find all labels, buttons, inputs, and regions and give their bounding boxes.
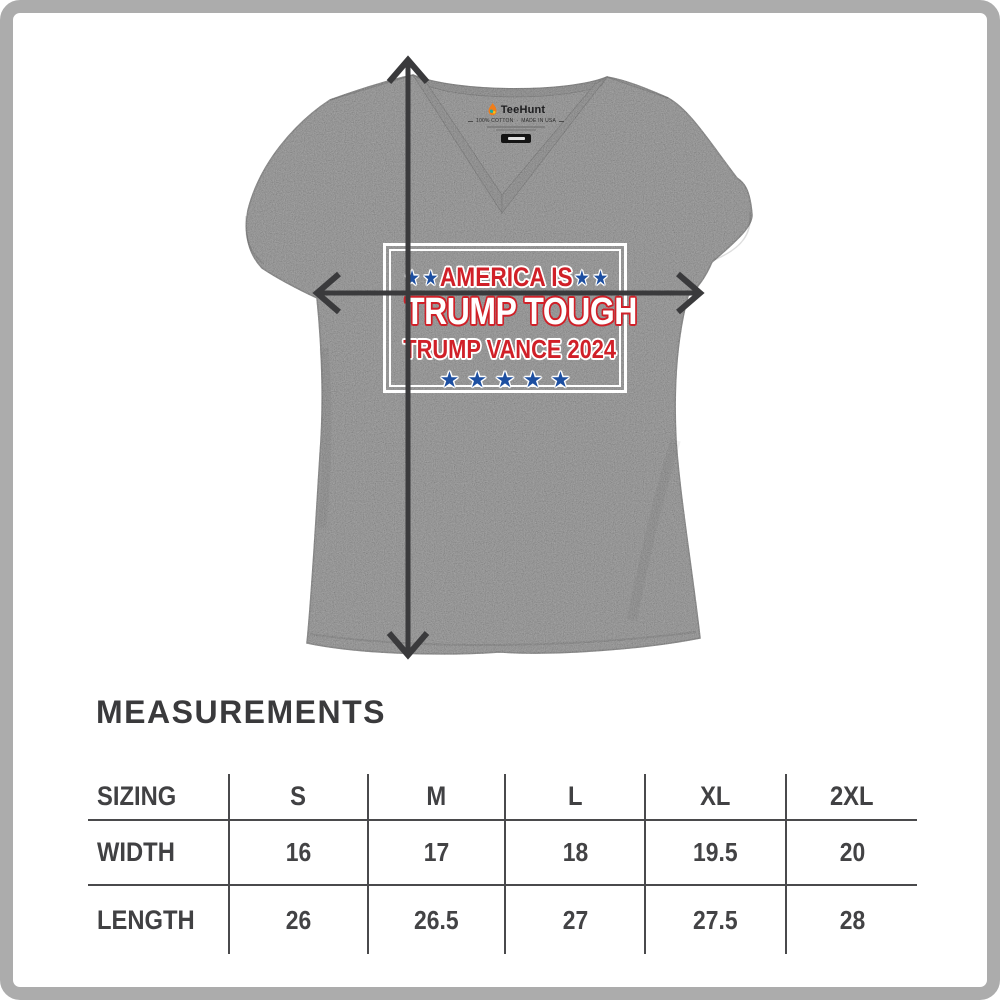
size-table: SIZING S M L XL 2XL WIDTH 16 17 18 19.5 …	[88, 774, 917, 954]
care-text-left: 100% COTTON	[476, 118, 514, 124]
table-header-sizing: SIZING	[88, 774, 230, 821]
length-2xl: 28	[839, 904, 865, 935]
teehunt-logo-icon	[488, 103, 497, 116]
length-m: 26.5	[369, 886, 506, 954]
fold-shadow-right	[627, 438, 681, 621]
tshirt-photo	[240, 48, 770, 668]
graphic-line-2: TRUMP TOUGH	[383, 293, 637, 331]
graphic-text-trump-vance: TRUMP VANCE 2024	[403, 334, 617, 364]
star-icon: ★	[423, 268, 438, 288]
fold-shadow-left	[317, 347, 332, 529]
graphic-text-america-is: AMERICA IS	[439, 262, 573, 292]
graphic-bottom-stars: ★★★★★	[383, 369, 627, 391]
care-text-right: MADE IN USA	[521, 118, 556, 124]
chest-graphic: ★ ★AMERICA IS ★ ★ TRUMP TOUGH TRUMP VANCE 2…	[383, 243, 637, 393]
graphic-line-1: ★ ★AMERICA IS ★ ★	[383, 264, 627, 291]
star-icon: ★	[495, 367, 523, 392]
graphic-outer-border	[383, 243, 627, 393]
tshirt-body	[245, 74, 753, 655]
tshirt-illustration	[244, 74, 753, 655]
length-l: 27	[506, 886, 646, 954]
star-icon: ★	[467, 367, 496, 392]
size-tag	[501, 133, 531, 143]
star-icon: ★	[550, 367, 579, 392]
width-s: 16	[230, 821, 369, 886]
star-icon: ★	[593, 268, 608, 288]
length-s: 26	[230, 886, 369, 954]
care-dot: ·	[516, 118, 519, 124]
width-m: 17	[369, 821, 506, 886]
label-rule-right	[559, 120, 564, 122]
length-xl: 27.5	[646, 886, 787, 954]
graphic-text-trump-tough: TRUMP TOUGH	[405, 291, 637, 333]
collar-label: TeeHunt 100% COTTON · MADE IN USA	[468, 103, 564, 143]
table-header-xl: XL	[646, 774, 787, 821]
sleeve-hem-left	[244, 215, 265, 265]
table-header-s: S	[230, 774, 369, 821]
brand-name: TeeHunt	[500, 103, 546, 116]
measurements-title: MEASUREMENTS	[96, 694, 387, 730]
size-tag-text-mark	[507, 136, 525, 140]
width-l: 18	[506, 821, 646, 886]
table-row-length-label: LENGTH	[88, 886, 230, 954]
shoulder-seam-right	[606, 76, 669, 99]
star-icon: ★	[439, 367, 468, 392]
table-row-width-label: WIDTH	[88, 821, 230, 886]
table-header-m: M	[369, 774, 506, 821]
label-fineprint-line2	[496, 129, 536, 131]
star-icon: ★	[405, 268, 419, 288]
table-header-l: L	[506, 774, 646, 821]
star-icon: ★	[522, 367, 551, 392]
width-xl: 19.5	[646, 821, 787, 886]
graphic-line-3: TRUMP VANCE 2024	[383, 336, 627, 362]
sleeve-hem-right	[713, 211, 751, 261]
table-header-2xl: 2XL	[787, 774, 917, 821]
bottom-hem-stitch	[309, 631, 697, 647]
width-2xl: 20	[787, 821, 917, 886]
graphic-inner-border	[389, 249, 621, 387]
label-fineprint-line	[487, 126, 545, 128]
collar-v-right	[501, 76, 608, 215]
star-icon: ★	[575, 268, 589, 288]
label-rule-left	[468, 120, 473, 122]
